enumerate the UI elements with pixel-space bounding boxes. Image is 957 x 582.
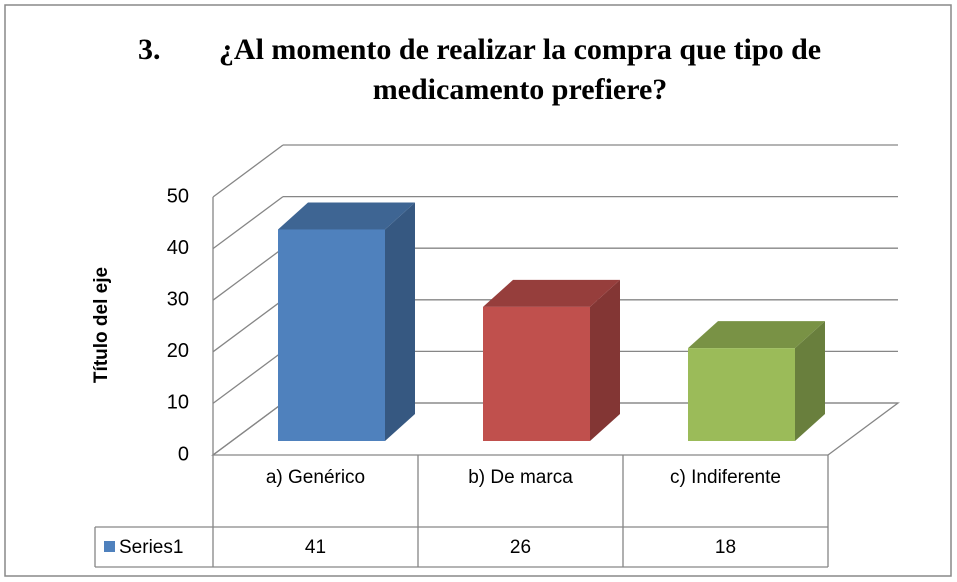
table-value: 26 — [510, 537, 531, 558]
y-tick-label: 40 — [167, 237, 189, 259]
x-tick-label: a) Genérico — [265, 467, 366, 488]
legend-swatch — [104, 541, 115, 552]
bar-side — [590, 279, 620, 441]
y-axis-title: Título del eje — [91, 267, 112, 383]
title-number: 3. — [138, 33, 161, 66]
bar-side — [795, 321, 825, 441]
bar — [483, 306, 590, 441]
category-cell: b) De marca — [468, 467, 573, 488]
chart-title: ¿Al momento de realizar la compra que ti… — [218, 33, 822, 106]
bar — [278, 229, 385, 441]
grid-line — [212, 196, 284, 250]
category-cell: c) Indiferente — [670, 467, 781, 488]
bar-top — [483, 279, 620, 307]
category-cell: a) Genérico — [265, 467, 366, 488]
grid-line — [212, 350, 284, 404]
y-tick-label: 50 — [167, 185, 189, 207]
x-tick-label: c) Indiferente — [670, 467, 781, 488]
y-tick-label: 10 — [167, 392, 189, 414]
table-value: 18 — [715, 537, 736, 558]
chart-border — [4, 4, 952, 577]
grid-line — [212, 402, 284, 456]
legend-label: Series1 — [119, 537, 183, 558]
grid-line — [212, 247, 284, 301]
bar-side — [385, 202, 415, 441]
grid-line — [212, 144, 284, 198]
bar — [688, 348, 795, 441]
y-tick-label: 20 — [167, 340, 189, 362]
bar-top — [688, 321, 825, 349]
bar-top — [278, 202, 415, 230]
title-box: ¿Al momento de realizar la compra que ti… — [218, 33, 822, 106]
x-tick-label: b) De marca — [468, 467, 573, 488]
table-value: 41 — [305, 537, 326, 558]
y-tick-label: 0 — [178, 443, 189, 465]
grid-line — [212, 299, 284, 353]
y-tick-label: 30 — [167, 288, 189, 310]
